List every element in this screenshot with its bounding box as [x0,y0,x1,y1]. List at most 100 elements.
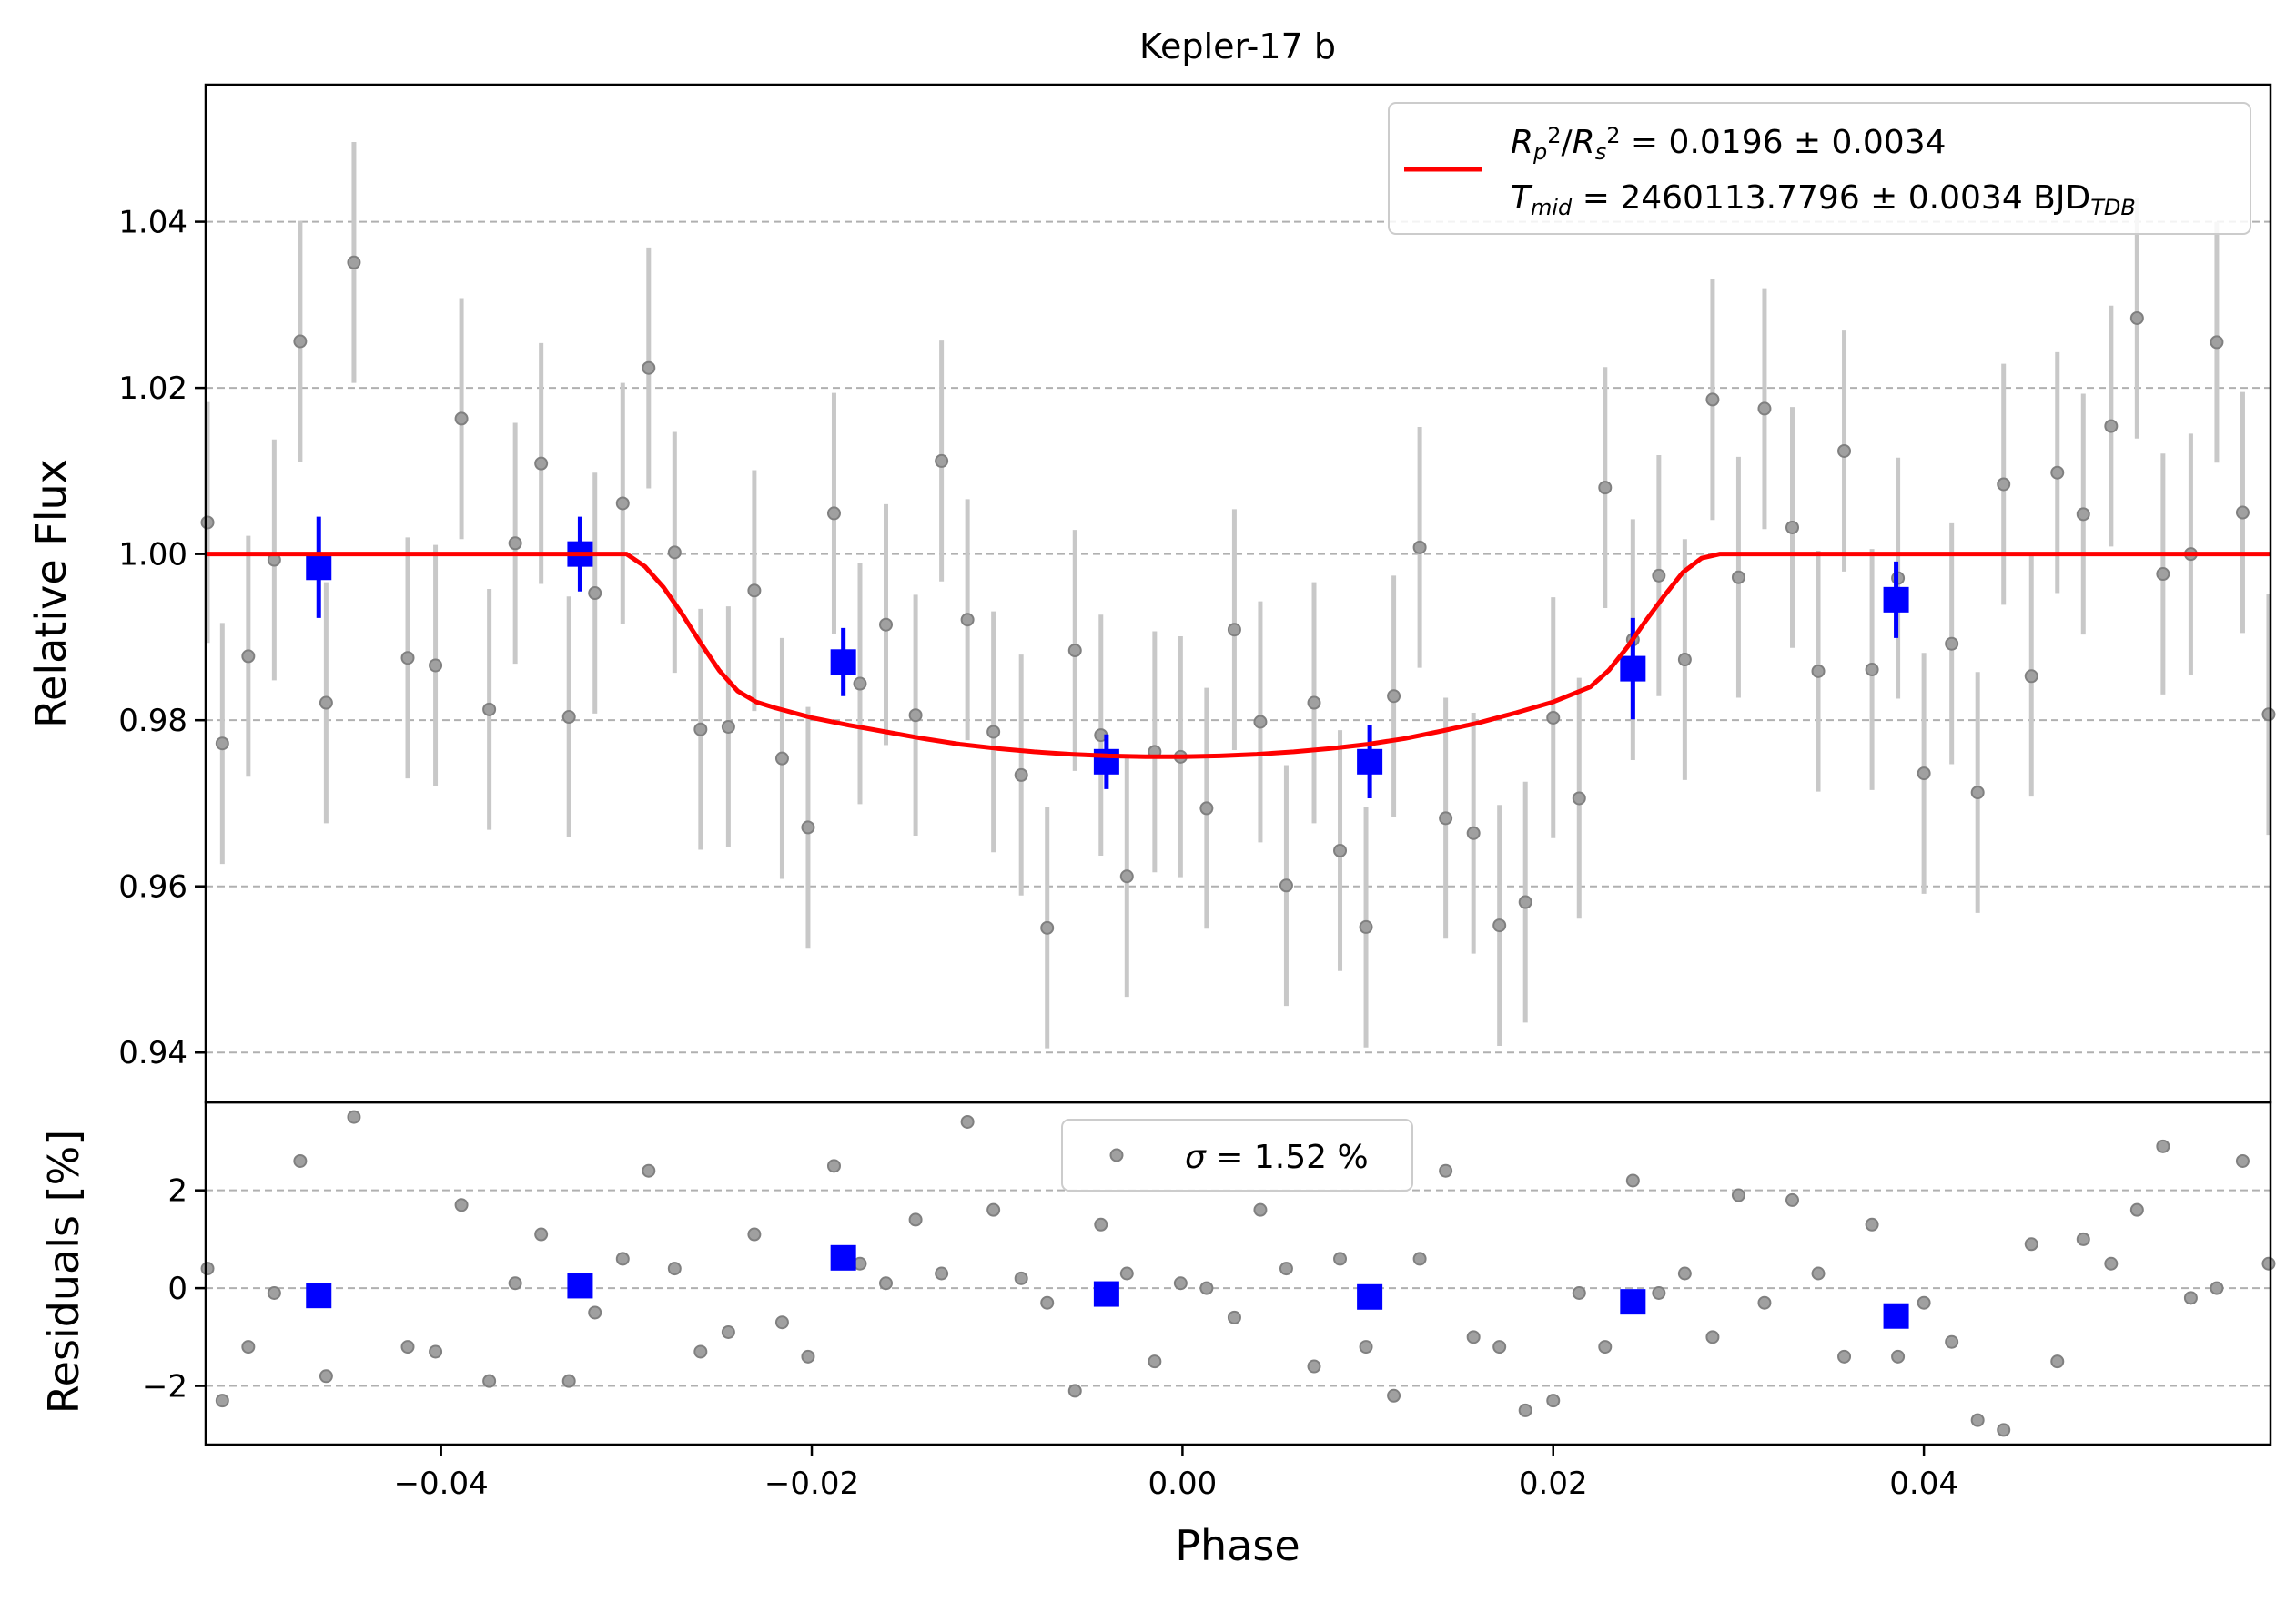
residual-point [1253,1202,1268,1217]
residual-point [1625,1173,1640,1188]
residual-point [1094,1217,1108,1232]
data-point [826,506,841,521]
data-point [2024,669,2038,684]
data-point [1837,443,1852,458]
data-point [1997,477,2011,492]
residual-point [241,1340,256,1354]
residual-point [508,1276,522,1291]
residual-point [1891,1349,1906,1364]
residual-point [2024,1237,2038,1252]
light-curve-panel: 0.94 0.96 0.98 1.00 1.02 1.04 Kepler-17 b Rel… [26,26,2276,1104]
data-point [747,583,762,598]
residual-point [642,1163,656,1178]
data-point [1014,767,1028,782]
data-point [1307,695,1321,710]
residual-point [1652,1285,1666,1300]
residual-point [1040,1295,1055,1310]
residual-point [1518,1403,1532,1417]
data-point [1119,869,1134,884]
data-point [1785,520,1800,534]
residual-point [1997,1423,2011,1437]
data-point [908,708,923,723]
residual-point [1148,1354,1162,1369]
residual-point [1731,1188,1745,1202]
residual-points [200,1110,2276,1437]
data-point [1865,663,1879,677]
residual-point [1199,1281,1214,1295]
x-tick-label: 0.00 [1148,1466,1218,1502]
data-point [508,536,522,551]
residual-point [1757,1295,1772,1310]
data-point [1333,843,1348,857]
y-tick-label: 0 [167,1271,187,1307]
data-point [1970,786,1985,800]
residual-point [2050,1354,2065,1369]
data-point [1731,570,1745,584]
residual-binned-point [1620,1289,1646,1315]
residual-binned-point [1093,1281,1119,1307]
data-point [1359,919,1373,934]
residual-point [588,1305,602,1320]
data-point [1412,540,1427,554]
data-point [215,736,229,751]
y-tick-label: 1.00 [118,537,187,573]
data-point [1227,623,1241,637]
residual-binned-point [306,1283,332,1309]
y-tick-label: −2 [142,1369,187,1405]
residual-point [693,1344,708,1359]
data-point [615,496,630,511]
y-tick-label: 2 [167,1173,187,1210]
residual-point [534,1227,549,1242]
residual-point [935,1266,949,1281]
residual-point [826,1159,841,1173]
residual-point [1546,1394,1561,1408]
data-point [1199,801,1214,816]
residuals-y-ticks: −2 0 2 [142,1173,206,1405]
data-point [2261,707,2276,722]
legend-box [1388,102,2251,235]
residual-point [267,1285,281,1300]
residual-point [986,1202,1001,1217]
data-point [1572,791,1586,806]
residual-point [2261,1256,2276,1271]
residual-point [1227,1310,1241,1324]
residual-point [1705,1330,1720,1344]
data-point [1945,636,1959,651]
main-data-points [200,255,2276,935]
data-point [200,515,215,530]
residual-point [1492,1340,1507,1354]
y-tick-label: 0.94 [118,1035,187,1071]
residual-point [1945,1334,1959,1349]
data-point [2104,419,2119,433]
chart-title: Kepler-17 b [1139,26,1336,66]
data-point [2076,507,2090,522]
residual-point [667,1262,682,1276]
residuals-legend-marker [1109,1148,1124,1162]
data-point [319,695,333,710]
residual-point [2235,1153,2250,1168]
binned-point [1093,748,1119,775]
residual-point [1387,1388,1401,1403]
residual-point [1359,1340,1373,1354]
binned-point [1620,655,1646,682]
binned-point [830,649,856,675]
y-tick-label: 1.04 [118,205,187,241]
residual-point [1598,1340,1613,1354]
residual-point [429,1344,443,1359]
residual-point [347,1110,361,1124]
data-point [1253,715,1268,729]
data-point [482,702,497,716]
main-legend: Rp2/Rs2 = 0.0196 ± 0.0034 Tmid = 2460113… [1388,102,2251,235]
data-point [293,334,308,349]
data-point [1387,689,1401,704]
data-point [721,719,735,734]
residual-point [1970,1413,1985,1427]
residual-point [2104,1256,2119,1271]
residual-point [908,1212,923,1227]
residuals-y-axis-label: Residuals [%] [39,1130,88,1414]
data-point [642,360,656,375]
residual-point [747,1227,762,1242]
residual-point [2129,1202,2144,1217]
residual-point [1119,1266,1134,1281]
